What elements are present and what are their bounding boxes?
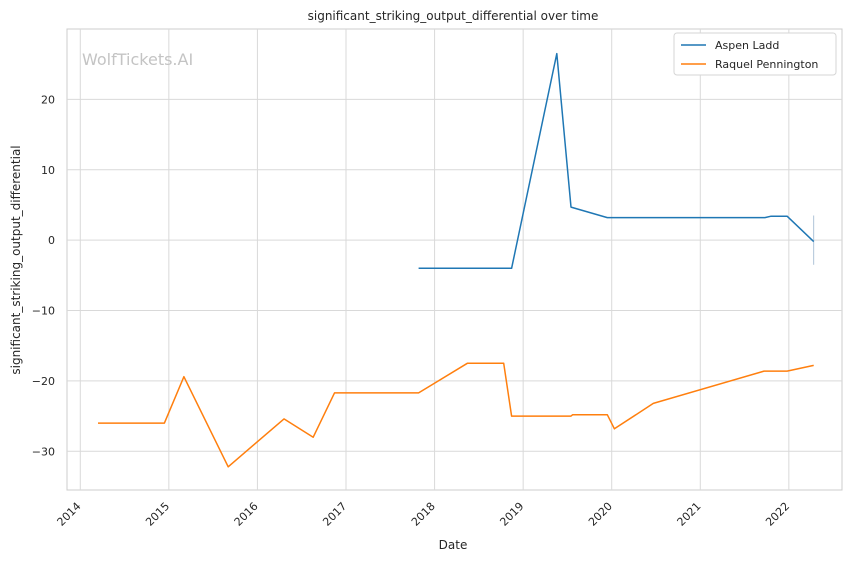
y-axis: 20 10 0 −10 −20 −30 (32, 93, 55, 458)
y-tick-label: 0 (48, 234, 55, 247)
chart-title: significant_striking_output_differential… (308, 9, 599, 23)
y-axis-title: significant_striking_output_differential (9, 145, 23, 374)
y-tick-label: −10 (32, 305, 55, 318)
series-line-aspen-ladd (418, 52, 815, 270)
grid (67, 29, 842, 490)
legend-label-aspen-ladd: Aspen Ladd (715, 39, 779, 52)
series-layer (98, 52, 815, 468)
series-line-raquel-pennington (98, 362, 814, 468)
y-tick-label: −20 (32, 375, 55, 388)
y-tick-label: 10 (41, 164, 55, 177)
watermark-text: WolfTickets.AI (82, 50, 193, 69)
y-tick-label: 20 (41, 93, 55, 106)
y-tick-label: −30 (32, 445, 55, 458)
plot-area: WolfTickets.AI (66, 28, 843, 491)
legend-label-raquel-pennington: Raquel Pennington (715, 58, 818, 71)
legend: Aspen Ladd Raquel Pennington (673, 32, 837, 76)
x-axis-title: Date (439, 538, 468, 552)
